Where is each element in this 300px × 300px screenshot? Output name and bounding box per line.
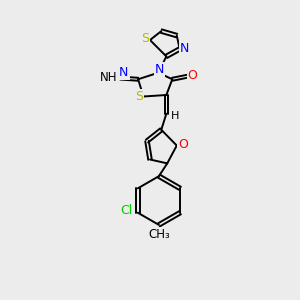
Text: O: O <box>188 69 197 82</box>
Text: S: S <box>141 32 149 45</box>
Text: N: N <box>155 63 164 76</box>
Text: H: H <box>171 111 179 121</box>
Text: N: N <box>119 66 128 79</box>
Text: Cl: Cl <box>120 204 133 217</box>
Text: NH: NH <box>100 71 117 84</box>
Text: CH₃: CH₃ <box>148 228 170 241</box>
Text: S: S <box>135 90 143 103</box>
Text: O: O <box>178 138 188 151</box>
Text: N: N <box>180 42 189 55</box>
